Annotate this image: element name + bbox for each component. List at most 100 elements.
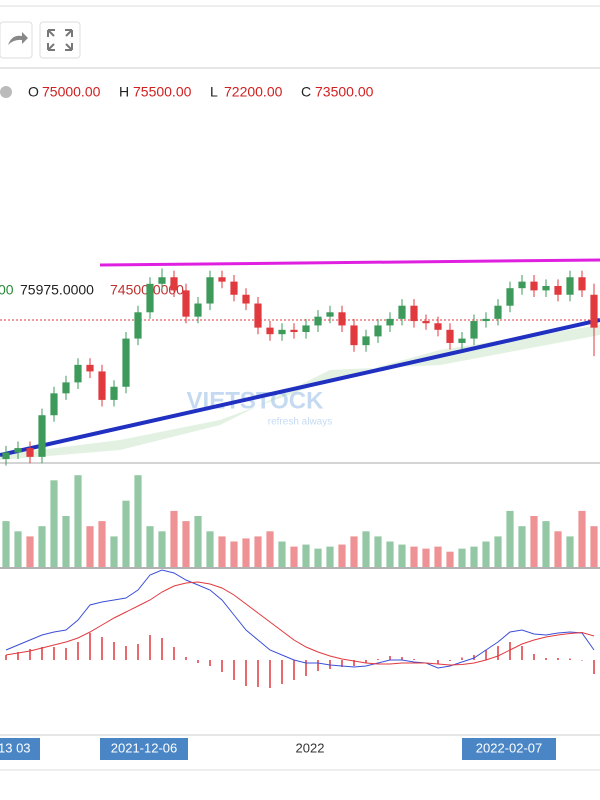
- date-label: 2022-02-07: [476, 740, 543, 755]
- settings-icon[interactable]: [0, 86, 12, 98]
- candle-body: [278, 329, 286, 335]
- volume-bar: [26, 536, 34, 567]
- candle-body: [554, 286, 562, 295]
- price-pane: [0, 319, 600, 460]
- volume-bar: [350, 536, 358, 567]
- candle-body: [590, 294, 598, 328]
- candle-body: [290, 329, 298, 332]
- candle-body: [242, 294, 250, 304]
- volume-bar: [290, 546, 298, 567]
- fullscreen-button[interactable]: [39, 21, 81, 59]
- candle-body: [518, 281, 526, 289]
- candle-body: [218, 277, 226, 282]
- candle-body: [50, 393, 58, 416]
- volume-bar: [14, 531, 22, 567]
- date-highlight: [0, 738, 40, 760]
- volume-bar: [446, 551, 454, 567]
- date-highlight: [100, 738, 188, 760]
- volume-bar: [578, 510, 586, 567]
- candle-body: [422, 321, 430, 324]
- candle-body: [2, 452, 10, 460]
- macd-line: [5, 569, 595, 669]
- candle-body: [254, 303, 262, 328]
- ohlc-label: O: [28, 84, 39, 100]
- volume-bar: [182, 521, 190, 567]
- volume-bar: [506, 510, 514, 567]
- fullscreen-icon[interactable]: [47, 29, 73, 51]
- volume-bar: [518, 526, 526, 567]
- ohlc-label: L: [210, 84, 218, 100]
- candle-body: [458, 338, 466, 343]
- indicator-value: 00: [0, 282, 14, 298]
- candle-body: [134, 312, 142, 339]
- volume-bar: [134, 475, 142, 567]
- volume-bar: [278, 541, 286, 567]
- resistance-line: [99, 258, 600, 267]
- volume-bar: [242, 538, 250, 567]
- ohlc-value: 75500.00: [133, 84, 192, 100]
- volume-bar: [314, 548, 322, 567]
- candle-body: [470, 321, 478, 339]
- volume-bar: [470, 546, 478, 567]
- candle-body: [506, 288, 514, 306]
- candle-body: [266, 327, 274, 335]
- candle-body: [314, 316, 322, 326]
- candle-body: [14, 448, 22, 453]
- volume-bar: [74, 475, 82, 567]
- volume-bar: [542, 521, 550, 567]
- volume-bar: [386, 541, 394, 567]
- candle-body: [338, 312, 346, 326]
- candle-body: [530, 281, 538, 291]
- candle-body: [170, 277, 178, 291]
- candle-body: [182, 290, 190, 317]
- volume-bar: [158, 531, 166, 567]
- candle-body: [542, 286, 550, 291]
- redo-icon[interactable]: [8, 32, 28, 45]
- volume-bar: [254, 536, 262, 567]
- candle-body: [206, 277, 214, 304]
- candle-body: [158, 277, 166, 284]
- ohlc-value: 73500.00: [315, 84, 374, 100]
- candle-body: [398, 305, 406, 319]
- watermark-sub: refresh always: [268, 417, 332, 428]
- volume-bar: [206, 531, 214, 567]
- volume-bar: [434, 546, 442, 567]
- volume-bar: [38, 526, 46, 567]
- volume-bar: [398, 544, 406, 567]
- volume-bar: [266, 531, 274, 567]
- volume-bar: [590, 526, 598, 567]
- candle-body: [26, 448, 34, 457]
- volume-bar: [2, 521, 10, 567]
- candle-body: [434, 323, 442, 330]
- volume-bar: [50, 480, 58, 567]
- cloud: [0, 325, 600, 460]
- candle-body: [74, 364, 82, 383]
- volume-bar: [530, 516, 538, 567]
- candle-body: [62, 382, 70, 394]
- ohlc-label: H: [119, 84, 129, 100]
- ohlc-value: 72200.00: [224, 84, 283, 100]
- candle-body: [350, 325, 358, 346]
- volume-bar: [458, 548, 466, 567]
- candle-body: [146, 283, 154, 313]
- volume-bar: [302, 544, 310, 567]
- date-label: 2022: [296, 740, 325, 755]
- volume-bar: [98, 521, 106, 567]
- signal-line: [5, 581, 595, 666]
- candle-body: [446, 329, 454, 343]
- candle-body: [566, 277, 574, 295]
- candle-body: [86, 364, 94, 372]
- indicator-value: 75975.0000: [20, 282, 94, 298]
- ohlc-header: O 75000.00 H 75500.00 L 72200.00 C 73500.00: [28, 84, 374, 100]
- volume-bar: [230, 541, 238, 567]
- volume-bar: [122, 500, 130, 567]
- candle-body: [386, 318, 394, 326]
- volume-bar: [110, 536, 118, 567]
- volume-bar: [170, 510, 178, 567]
- redo-button[interactable]: [0, 21, 33, 59]
- fullscreen-box[interactable]: [39, 21, 81, 59]
- candle-body: [230, 281, 238, 295]
- trend-line: [0, 318, 600, 457]
